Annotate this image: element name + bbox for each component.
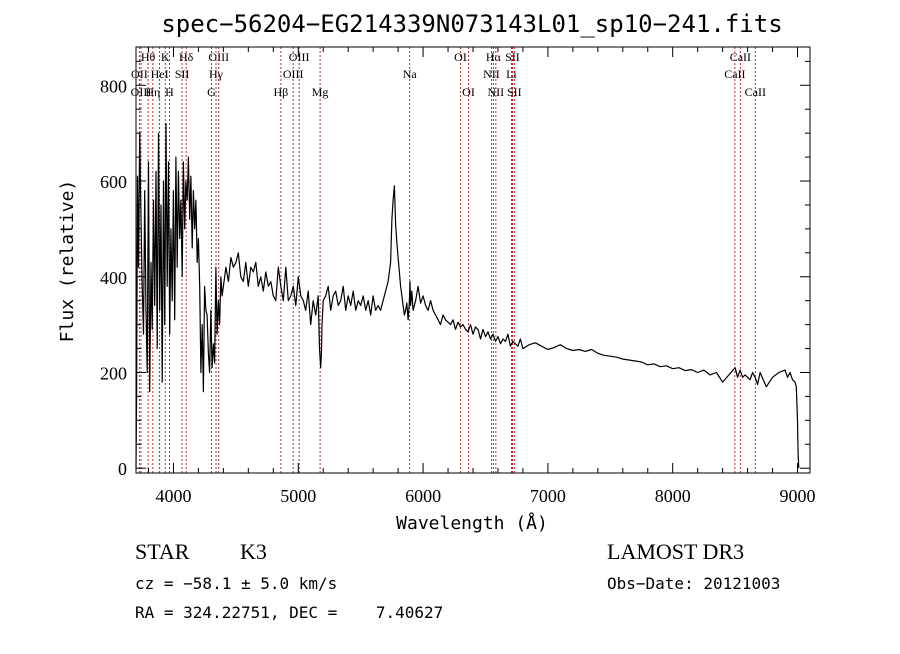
spectrum-line bbox=[135, 123, 800, 469]
spectral-line-label: CaII bbox=[724, 67, 745, 81]
spectral-line-label: SII bbox=[505, 50, 520, 64]
spectral-line-label: H bbox=[165, 85, 174, 99]
spectral-line-label: OI bbox=[454, 50, 467, 64]
spectral-line-label: HeI bbox=[151, 67, 169, 81]
spectral-line-label: OII bbox=[131, 67, 148, 81]
y-tick-label: 600 bbox=[100, 172, 127, 192]
spectral-line-label: OIII bbox=[289, 50, 310, 64]
spectral-line-label: SII bbox=[175, 67, 190, 81]
spectral-line-label: Hη bbox=[145, 85, 160, 99]
observation-date: Obs−Date: 20121003 bbox=[607, 574, 781, 593]
spectral-line-label: Li bbox=[506, 67, 517, 81]
spectral-line-label: OIII bbox=[208, 50, 229, 64]
spectral-line-label: NII bbox=[488, 85, 505, 99]
y-axis-label: Flux (relative) bbox=[57, 180, 78, 343]
y-tick-label: 0 bbox=[118, 459, 127, 479]
x-tick-label: 6000 bbox=[405, 486, 441, 506]
x-tick-label: 9000 bbox=[780, 486, 816, 506]
spectral-line-label: OIII bbox=[283, 67, 304, 81]
x-axis-label: Wavelength (Å) bbox=[396, 512, 548, 534]
spectral-line-label: CaII bbox=[730, 50, 751, 64]
spectral-line-label: G bbox=[207, 85, 216, 99]
spectral-line-label: Hγ bbox=[209, 67, 224, 81]
spectral-line-label: Hθ bbox=[141, 50, 156, 64]
plot-frame bbox=[135, 46, 811, 474]
spectral-line-label: Na bbox=[403, 67, 418, 81]
object-subclass: K3 bbox=[240, 539, 267, 564]
x-tick-label: 5000 bbox=[280, 486, 316, 506]
spectral-line-label: NII bbox=[483, 67, 500, 81]
axes-layer: 4000 5000 6000 7000 8000 9000 0 200 400 600 800 bbox=[100, 47, 816, 506]
redshift-readout: cz = −58.1 ± 5.0 km/s bbox=[135, 574, 338, 593]
y-tick-label: 400 bbox=[100, 268, 127, 288]
spectral-line-label: CaII bbox=[745, 85, 766, 99]
spectral-line-label: Hβ bbox=[274, 85, 289, 99]
x-tick-label: 8000 bbox=[655, 486, 691, 506]
y-tick-label: 200 bbox=[100, 363, 127, 383]
spectral-line-label: SII bbox=[507, 85, 522, 99]
spectral-line-label: Hα bbox=[486, 50, 502, 64]
x-tick-label: 7000 bbox=[530, 486, 566, 506]
spectral-line-label: OI bbox=[462, 85, 475, 99]
y-tick-label: 800 bbox=[100, 76, 127, 96]
coordinates-readout: RA = 324.22751, DEC = 7.40627 bbox=[135, 603, 444, 622]
x-tick-label: 4000 bbox=[155, 486, 191, 506]
spectral-line-label: Mg bbox=[312, 85, 329, 99]
object-class: STAR bbox=[135, 539, 190, 564]
spectral-line-label: K bbox=[161, 50, 170, 64]
survey-name: LAMOST DR3 bbox=[607, 539, 745, 564]
spectral-line-label: Hδ bbox=[179, 50, 194, 64]
chart-title: spec−56204−EG214339N073143L01_sp10−241.f… bbox=[161, 10, 782, 38]
